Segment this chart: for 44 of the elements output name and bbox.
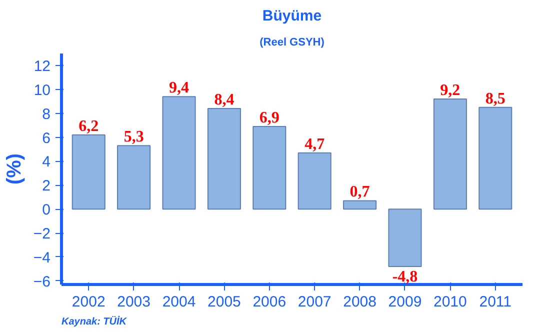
x-tick-label: 2007 [298,294,332,310]
data-label: 6,9 [259,110,280,127]
bar [388,208,422,268]
y-tick-label: 4 [42,154,50,171]
x-tick-label: 2004 [162,294,196,310]
y-tick-label: 8 [42,106,50,123]
data-label: 0,7 [350,184,370,201]
y-tick-label: 0 [42,202,50,219]
bar [343,200,377,210]
chart-title: Büyüme [262,8,322,24]
data-label: 4,7 [304,136,325,153]
text: Kaynak: TÜİK [62,316,128,328]
y-tick-label: 10 [34,82,51,99]
y-tick-label: 12 [34,58,51,75]
bar [207,108,241,210]
bar [162,96,196,210]
data-label: 8,4 [214,92,234,109]
y-tick-label: 2 [42,178,50,195]
data-label: -4,8 [392,268,418,286]
data-label: 6,2 [78,118,99,135]
x-tick-label: 2005 [208,294,241,310]
data-label: 9,2 [440,82,460,99]
x-tick-label: 2003 [117,294,151,310]
bar [433,98,467,210]
x-tick-label: 2011 [479,294,512,310]
x-tick-label: 2002 [72,294,106,310]
bar [117,145,151,210]
bar [252,126,286,210]
y-axis-title: (%) [3,153,26,185]
bar [478,106,512,210]
y-tick-label: −2 [33,226,51,243]
data-label: 9,4 [169,80,190,97]
x-tick-label: 2009 [388,294,422,310]
y-tick-label: −6 [33,273,51,290]
bar [298,152,332,210]
x-tick-label: 2010 [434,294,467,310]
y-tick-label: 6 [42,130,50,147]
chart-subtitle: (Reel GSYH) [260,36,325,48]
bar [72,134,106,210]
y-tick-label: −4 [33,249,51,266]
data-label: 8,5 [485,90,506,108]
x-tick-label: 2008 [343,294,376,310]
data-label: 5,3 [124,128,144,146]
x-tick-label: 2006 [252,294,286,310]
